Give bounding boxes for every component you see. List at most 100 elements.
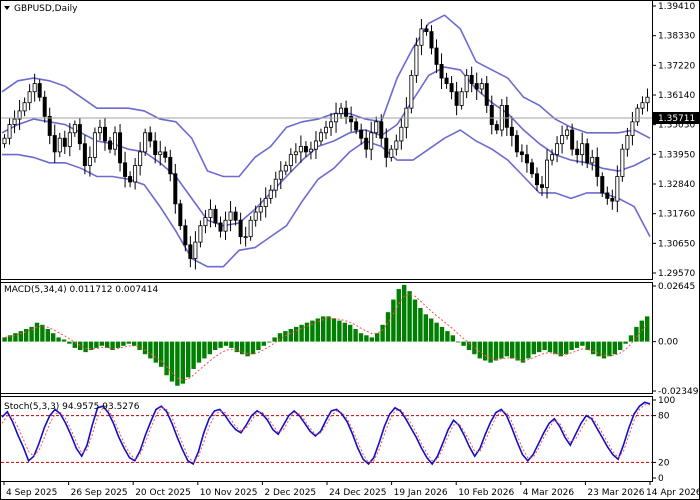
macd-bar [612, 341, 617, 355]
macd-bar [186, 341, 191, 378]
candle [519, 144, 524, 163]
candle [32, 73, 37, 102]
macd-bar [223, 341, 229, 346]
macd-bar [472, 341, 477, 355]
candle [434, 39, 439, 74]
candle [625, 127, 630, 157]
candle [118, 124, 123, 172]
date-tick-label: 24 Dec 2025 [329, 488, 387, 498]
candle [47, 107, 52, 145]
candle [303, 141, 308, 158]
candle [273, 171, 278, 198]
macd-bar [601, 341, 607, 359]
price-tick-label: 1.39410 [658, 2, 695, 12]
price-tick-label: 1.30650 [658, 239, 695, 249]
candle [414, 37, 419, 83]
candle [283, 161, 288, 176]
candle [218, 216, 223, 238]
price-panel[interactable]: 1.39410 1.38330 1.37220 1.36140 1.35030 1.339… [0, 0, 700, 280]
candle [509, 116, 514, 147]
macd-tick-label: -0.02349 [658, 387, 699, 397]
candle [188, 236, 193, 268]
price-tick-label: 1.37220 [658, 61, 695, 71]
macd-bar [396, 289, 401, 342]
macd-bar [493, 341, 499, 361]
macd-bar [94, 341, 99, 348]
stoch-tick-label: 0 [658, 474, 664, 484]
candle [293, 143, 298, 164]
price-tick-label: 1.38330 [658, 32, 695, 42]
candle [605, 186, 610, 205]
macd-bar [375, 333, 380, 342]
candle [419, 19, 424, 56]
candle [560, 125, 565, 154]
candle [133, 158, 138, 190]
candle [379, 114, 384, 146]
macd-bar [218, 341, 223, 348]
macd-bar [364, 335, 369, 342]
candle [313, 131, 318, 160]
candle [524, 144, 529, 173]
candle [384, 128, 389, 168]
candle [153, 132, 158, 164]
candle [263, 187, 268, 218]
date-tick-label: 2 Dec 2025 [264, 488, 316, 498]
stoch-tick-label: 100 [658, 396, 675, 406]
macd-bar [299, 324, 304, 342]
macd-bar [267, 341, 272, 343]
macd-bar [83, 341, 88, 353]
macd-bar [67, 341, 72, 344]
macd-bar [331, 318, 337, 342]
macd-bar [574, 341, 580, 348]
candle [389, 145, 394, 162]
macd-signal-line [4, 293, 648, 381]
date-tick-label: 20 Oct 2025 [135, 488, 191, 498]
macd-bar [24, 328, 29, 342]
macd-bar [628, 335, 634, 342]
macd-bar [564, 341, 569, 355]
macd-panel[interactable]: MACD(5,34,4) 0.011712 0.007414 0.026450.… [0, 282, 699, 397]
macd-bar [466, 341, 472, 351]
macd-bar [477, 341, 482, 359]
candle [329, 113, 334, 136]
macd-bar [142, 341, 148, 355]
candle [444, 72, 449, 89]
macd-bar [353, 328, 358, 342]
candle [233, 206, 238, 226]
macd-bar [418, 307, 423, 342]
candle [575, 140, 580, 164]
date-tick-label: 23 Mar 2026 [587, 488, 644, 498]
candle [278, 161, 283, 190]
price-tick-label: 1.31760 [658, 210, 695, 220]
stoch-main-line [1, 401, 651, 466]
macd-bar [153, 341, 158, 363]
candle [484, 76, 489, 113]
stoch-axis: 100 80 20 0 [652, 396, 675, 484]
macd-bar [34, 322, 40, 342]
macd-bar [445, 331, 450, 342]
candle [62, 130, 67, 154]
candle [529, 158, 534, 178]
candle [143, 128, 148, 156]
candle [514, 130, 519, 158]
macd-bar [645, 316, 650, 342]
macd-bar [499, 341, 504, 359]
macd-bar [88, 341, 94, 351]
macd-bar [337, 320, 342, 342]
current-price-value: 1.35711 [658, 114, 695, 124]
macd-bar [180, 341, 185, 384]
candle [87, 146, 92, 177]
macd-bar [2, 337, 7, 342]
macd-bar [391, 299, 396, 342]
candle [308, 141, 313, 160]
candle [72, 120, 77, 137]
candle [323, 120, 328, 140]
candle [22, 97, 27, 117]
candle [228, 201, 233, 232]
macd-bar [61, 339, 67, 342]
macd-bar [283, 331, 288, 342]
candle [504, 96, 509, 136]
candle [193, 231, 198, 270]
macd-bar [412, 299, 418, 342]
